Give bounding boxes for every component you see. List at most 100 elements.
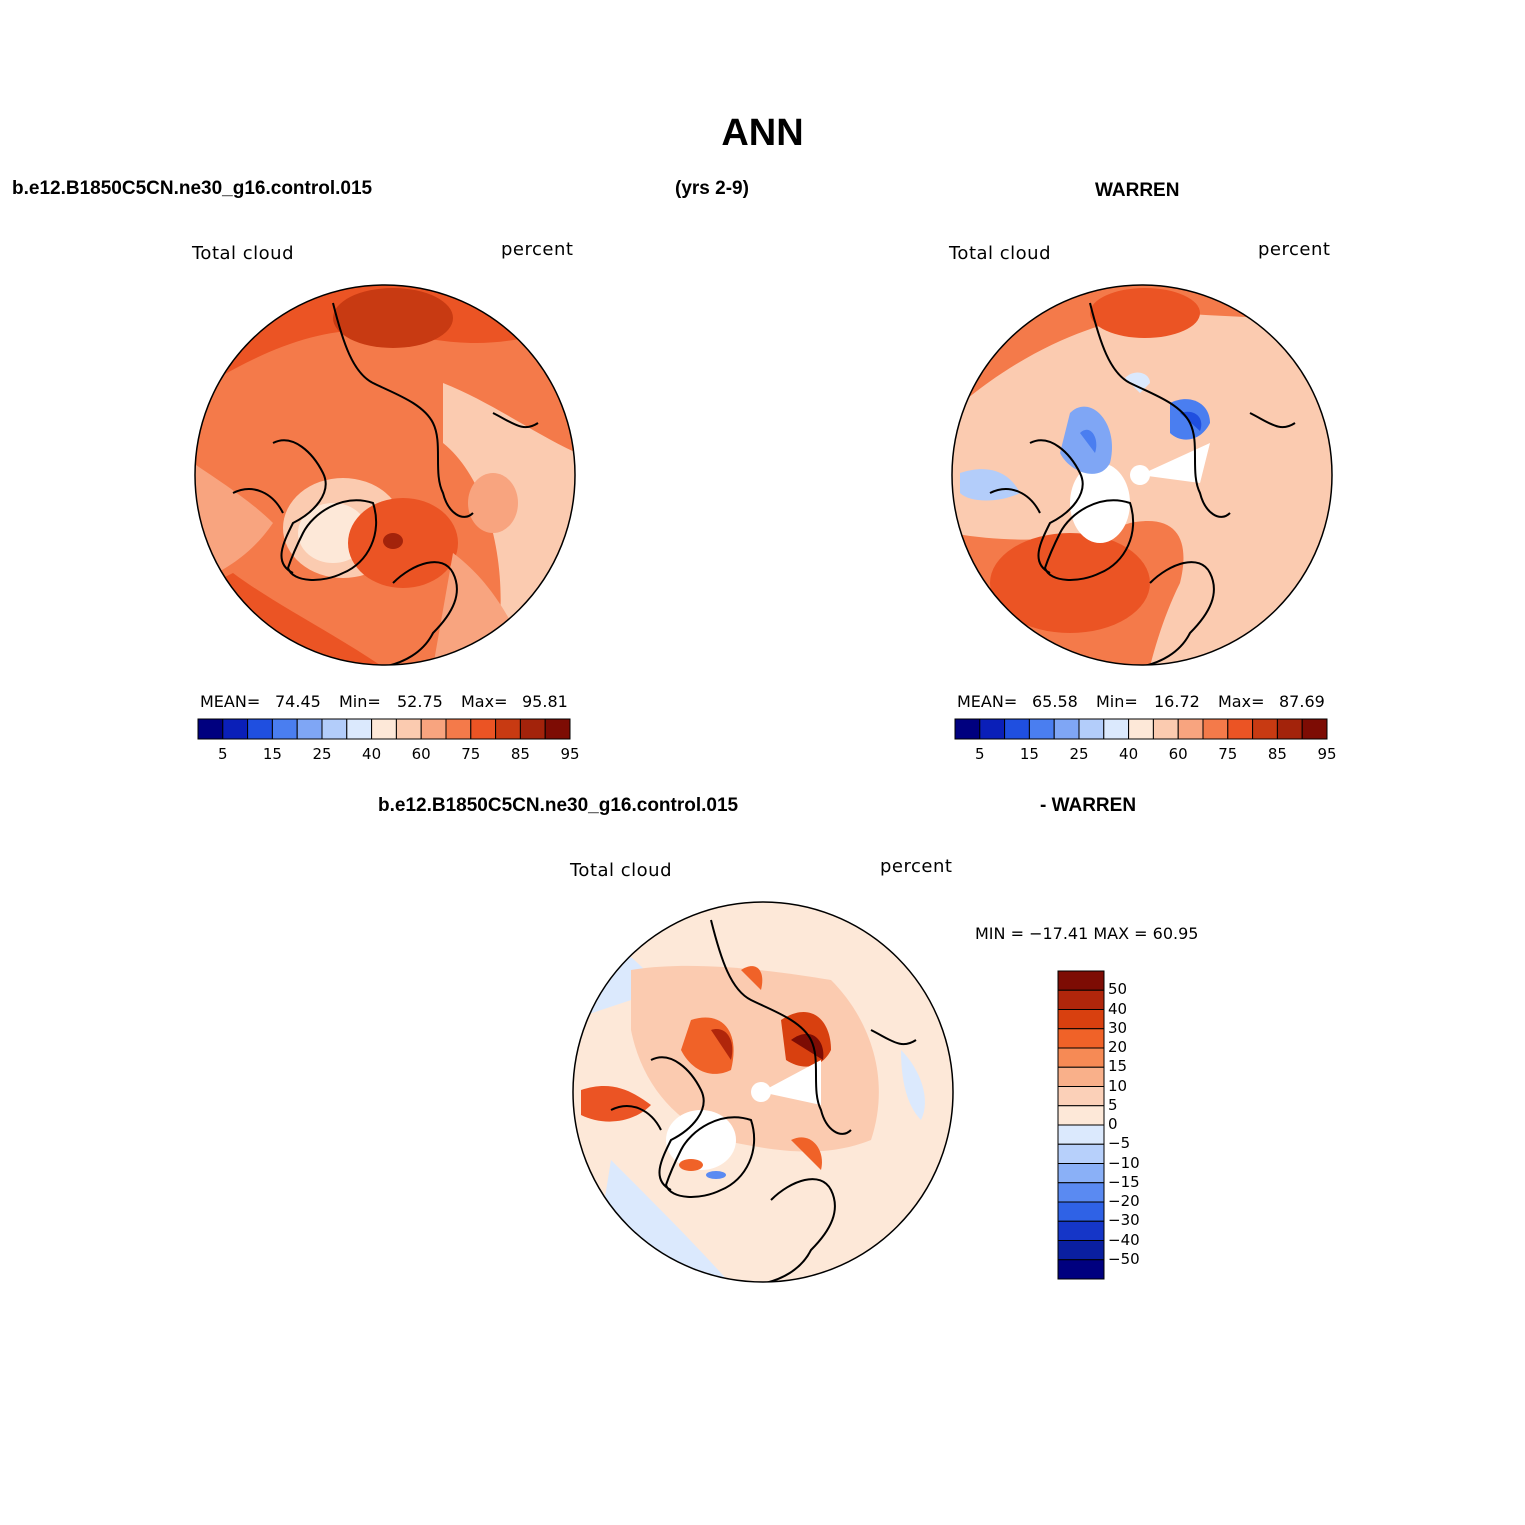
model-colorbar-swatch xyxy=(371,718,397,740)
diff-colorbar-swatch xyxy=(1057,1009,1105,1030)
diff-colorbar-swatch xyxy=(1057,1220,1105,1241)
model-colorbar-tick-label: 95 xyxy=(560,745,580,763)
diff-colorbar-swatch xyxy=(1057,1066,1105,1087)
diff-colorbar-swatch xyxy=(1057,1124,1105,1145)
model-colorbar-tick-label: 60 xyxy=(411,745,431,763)
diff-polar-map xyxy=(572,901,954,1283)
model-colorbar-swatch xyxy=(495,718,521,740)
model-colorbar-swatch xyxy=(296,718,323,740)
obs-colorbar-swatch xyxy=(1128,718,1154,740)
obs-colorbar-tick-label: 40 xyxy=(1119,745,1139,763)
obs-colorbar-swatch xyxy=(1202,718,1229,740)
diff-obs-name-label: - WARREN xyxy=(1040,795,1137,816)
obs-colorbar-tick-label: 25 xyxy=(1069,745,1089,763)
diff-colorbar-tick-label: 30 xyxy=(1108,1018,1128,1037)
diff-colorbar-swatch xyxy=(1057,1105,1105,1126)
model-colorbar-swatch xyxy=(197,718,224,740)
obs-polar-map xyxy=(951,284,1333,666)
obs-colorbar-tick-label: 5 xyxy=(975,745,985,763)
model-polar-map xyxy=(194,284,576,666)
diff-colorbar-tick-label: −15 xyxy=(1108,1172,1140,1191)
years-label: (yrs 2-9) xyxy=(675,178,749,199)
model-colorbar-swatch xyxy=(222,718,249,740)
diff-variable-label: Total cloud xyxy=(570,860,673,881)
model-min-label: Min= xyxy=(339,692,381,711)
diff-units-label: percent xyxy=(880,856,953,877)
diff-colorbar-tick-label: −5 xyxy=(1108,1134,1131,1153)
diff-coastlines xyxy=(610,919,917,1282)
diff-colorbar-tick-label: −50 xyxy=(1108,1249,1140,1268)
model-colorbar xyxy=(197,718,571,740)
diff-colorbar-tick-label: −30 xyxy=(1108,1211,1140,1230)
obs-units-label: percent xyxy=(1258,239,1331,260)
diff-colorbar-swatch xyxy=(1057,1259,1105,1280)
obs-colorbar-swatch xyxy=(1227,718,1254,740)
model-variable-label: Total cloud xyxy=(192,243,295,264)
diff-colorbar-tick-label: 10 xyxy=(1108,1076,1128,1095)
model-mean-value: 74.45 xyxy=(275,692,321,711)
diff-colorbar-tick-label: 0 xyxy=(1108,1115,1118,1133)
diff-colorbar-swatch xyxy=(1057,1028,1105,1049)
diff-colorbar-swatch xyxy=(1057,1182,1105,1203)
model-colorbar-tick-label: 85 xyxy=(510,745,530,763)
case-name-label: b.e12.B1850C5CN.ne30_g16.control.015 xyxy=(12,178,373,199)
obs-min-value: 16.72 xyxy=(1154,692,1200,711)
obs-colorbar-tick-label: 60 xyxy=(1168,745,1188,763)
diff-colorbar-swatch xyxy=(1057,970,1105,991)
diff-colorbar-swatch xyxy=(1057,1201,1105,1222)
diff-colorbar-swatch xyxy=(1057,1086,1105,1107)
model-colorbar-tick-label: 40 xyxy=(362,745,382,763)
diff-colorbar-tick-label: 50 xyxy=(1108,980,1128,999)
obs-colorbar-swatch xyxy=(954,718,981,740)
obs-colorbar-swatch xyxy=(1004,718,1030,740)
model-max-label: Max= xyxy=(461,692,508,711)
diff-colorbar-tick-label: 20 xyxy=(1108,1038,1128,1056)
obs-colorbar-swatch xyxy=(1301,718,1328,740)
diff-colorbar-swatch xyxy=(1057,1240,1105,1261)
obs-name-label: WARREN xyxy=(1095,180,1180,201)
diff-colorbar-swatch xyxy=(1057,1163,1105,1184)
model-mean-label: MEAN= xyxy=(200,692,261,711)
obs-colorbar-swatch xyxy=(1103,718,1130,740)
diff-colorbar xyxy=(1057,970,1105,1280)
obs-colorbar-swatch xyxy=(1053,718,1080,740)
obs-mean-value: 65.58 xyxy=(1032,692,1078,711)
diff-colorbar-tick-label: −10 xyxy=(1108,1153,1140,1172)
obs-min-label: Min= xyxy=(1096,692,1138,711)
diff-colorbar-swatch xyxy=(1057,989,1105,1010)
obs-mean-label: MEAN= xyxy=(957,692,1018,711)
diff-colorbar-swatch xyxy=(1057,1143,1105,1164)
obs-colorbar-swatch xyxy=(1152,718,1179,740)
model-colorbar-swatch xyxy=(346,718,373,740)
obs-colorbar-swatch xyxy=(1028,718,1055,740)
diff-colorbar-tick-label: 5 xyxy=(1108,1095,1118,1114)
obs-variable-label: Total cloud xyxy=(949,243,1052,264)
diff-colorbar-swatch xyxy=(1057,1047,1105,1068)
obs-max-label: Max= xyxy=(1218,692,1265,711)
obs-colorbar-tick-label: 85 xyxy=(1267,745,1287,763)
obs-coastlines xyxy=(989,302,1296,665)
model-colorbar-swatch xyxy=(395,718,422,740)
obs-colorbar-swatch xyxy=(1078,718,1105,740)
obs-colorbar-swatch xyxy=(1252,718,1278,740)
model-min-value: 52.75 xyxy=(397,692,443,711)
model-units-label: percent xyxy=(501,239,574,260)
obs-max-value: 87.69 xyxy=(1279,692,1325,711)
obs-colorbar-swatch xyxy=(1276,718,1303,740)
model-colorbar-swatch xyxy=(470,718,497,740)
obs-colorbar-tick-label: 15 xyxy=(1019,745,1039,763)
obs-colorbar-tick-label: 95 xyxy=(1317,745,1337,763)
model-colorbar-swatch xyxy=(271,718,298,740)
model-colorbar-swatch xyxy=(247,718,273,740)
diff-minmax-label: MIN = −17.41 MAX = 60.95 xyxy=(975,924,1199,943)
model-coastlines xyxy=(232,302,539,665)
diff-colorbar-tick-label: 15 xyxy=(1108,1057,1128,1076)
model-colorbar-swatch xyxy=(420,718,447,740)
model-colorbar-swatch xyxy=(519,718,546,740)
model-colorbar-swatch xyxy=(321,718,348,740)
figure-title: ANN xyxy=(721,112,804,154)
model-colorbar-swatch xyxy=(445,718,472,740)
diff-case-name-label: b.e12.B1850C5CN.ne30_g16.control.015 xyxy=(378,795,739,816)
model-max-value: 95.81 xyxy=(522,692,568,711)
